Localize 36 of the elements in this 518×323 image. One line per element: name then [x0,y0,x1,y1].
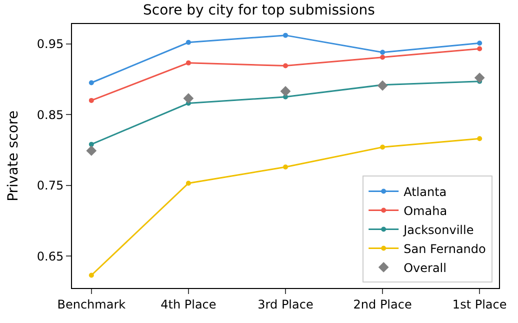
point [88,80,94,86]
y-tick-label: 0.95 [36,37,64,52]
x-tick-label: 2nd Place [353,297,412,312]
point [280,86,291,96]
legend-label: Jacksonville [402,222,474,237]
y-axis-title: Private score [5,110,22,202]
point [88,272,94,278]
y-tick-label: 0.65 [36,249,64,264]
legend-label: San Fernando [404,242,486,256]
x-tick-label: 1st Place [452,297,507,312]
point [477,136,482,142]
point [474,72,485,83]
point [86,145,97,156]
point [377,80,388,91]
legend-label: Overall [404,260,446,275]
point [380,54,386,60]
point [283,63,288,68]
x-tick-label: Benchmark [57,297,126,312]
point [283,164,288,170]
x-tick-label: 3rd Place [258,297,314,312]
point [186,60,191,66]
point [88,98,94,103]
point [477,46,482,52]
point [186,40,191,45]
point [380,50,386,55]
point [183,93,194,104]
point [283,32,288,38]
y-tick-label: 0.75 [36,178,64,193]
y-tick-label: 0.85 [36,108,64,122]
point [380,144,386,150]
point [186,180,191,186]
point [477,40,482,46]
x-tick-label: 4th Place [160,297,216,312]
chart-title: Score by city for top submissions [143,2,375,19]
legend-label: Atlanta [404,184,447,199]
legend-label: Omaha [404,204,448,218]
